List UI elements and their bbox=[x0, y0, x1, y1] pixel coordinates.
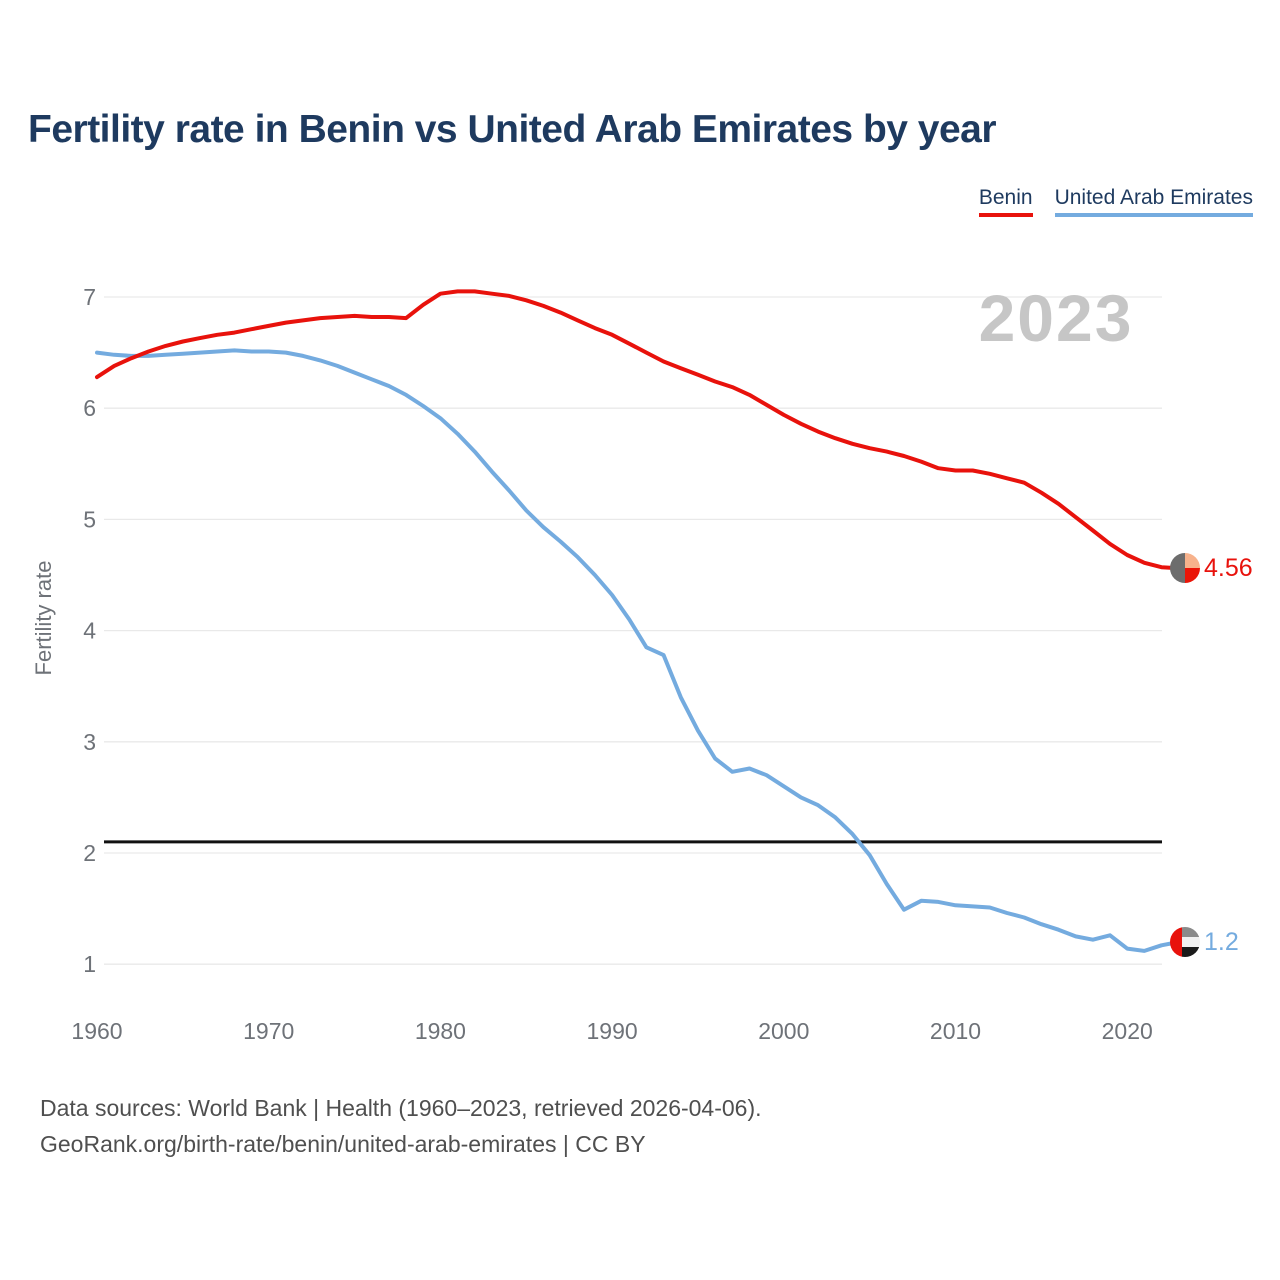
legend-underline-united-arab-emirates bbox=[1054, 213, 1253, 217]
x-tick-label-1990: 1990 bbox=[587, 1018, 638, 1044]
y-tick-label-7: 7 bbox=[83, 284, 96, 310]
legend-item-united-arab-emirates[interactable]: United Arab Emirates bbox=[1054, 186, 1253, 217]
y-tick-label-5: 5 bbox=[83, 506, 96, 532]
y-tick-label-4: 4 bbox=[83, 618, 96, 644]
series-layer bbox=[95, 289, 1181, 953]
y-tick-label-6: 6 bbox=[83, 395, 96, 421]
benin-end-value: 4.56 bbox=[1204, 554, 1253, 583]
x-tick-label-2000: 2000 bbox=[758, 1018, 809, 1044]
watermark-year: 2023 bbox=[979, 281, 1134, 355]
uae-end-value: 1.2 bbox=[1204, 927, 1239, 956]
x-tick-label-1960: 1960 bbox=[71, 1018, 122, 1044]
legend: Benin United Arab Emirates bbox=[978, 186, 1253, 217]
footer-attribution: GeoRank.org/birth-rate/benin/united-arab… bbox=[40, 1131, 646, 1157]
uae-flag-icon bbox=[1170, 926, 1200, 957]
x-tick-label-1980: 1980 bbox=[415, 1018, 466, 1044]
legend-item-benin[interactable]: Benin bbox=[978, 186, 1033, 217]
x-tick-label-1970: 1970 bbox=[243, 1018, 294, 1044]
x-tick-label-2010: 2010 bbox=[930, 1018, 981, 1044]
footer-sources: Data sources: World Bank | Health (1960–… bbox=[40, 1095, 762, 1121]
footer: Data sources: World Bank | Health (1960–… bbox=[40, 1090, 762, 1162]
benin-flag-icon bbox=[1170, 553, 1200, 584]
chart-title: Fertility rate in Benin vs United Arab E… bbox=[28, 108, 997, 151]
y-tick-label-2: 2 bbox=[83, 840, 96, 866]
grid-layer: 1 2 3 4 5 6 7 1960 1970 1980 1990 2000 2010 2020 bbox=[71, 284, 1162, 1044]
series-line-united-arab-emirates[interactable] bbox=[95, 348, 1181, 953]
series-line-benin[interactable] bbox=[95, 289, 1181, 571]
y-tick-label-1: 1 bbox=[83, 951, 96, 977]
legend-label-united-arab-emirates: United Arab Emirates bbox=[1054, 186, 1253, 209]
y-tick-label-3: 3 bbox=[83, 729, 96, 755]
legend-label-benin: Benin bbox=[978, 186, 1033, 209]
legend-underline-benin bbox=[978, 213, 1033, 217]
x-tick-label-2020: 2020 bbox=[1102, 1018, 1153, 1044]
